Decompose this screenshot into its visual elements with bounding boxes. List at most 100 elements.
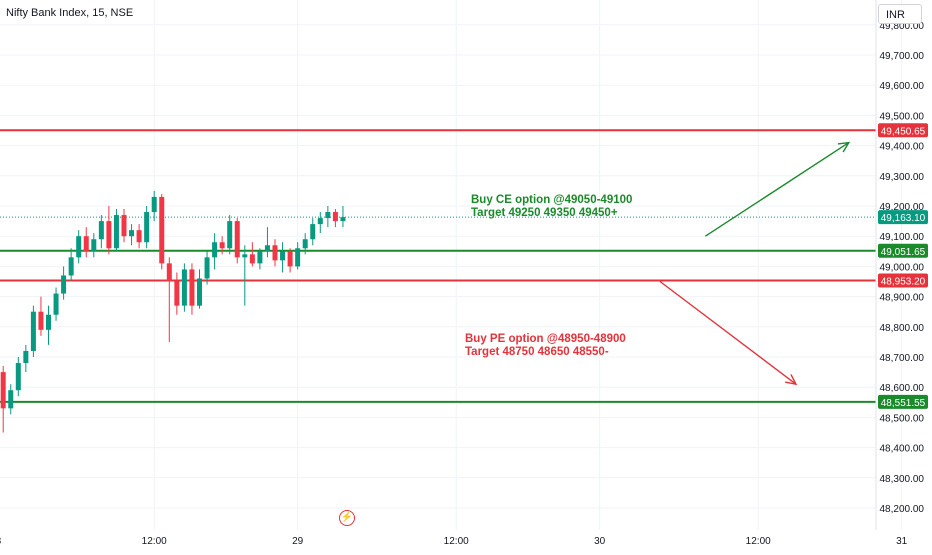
candle-body [181, 269, 187, 306]
y-tick-label: 49,000.00 [880, 262, 925, 273]
y-tick-label: 48,400.00 [880, 444, 925, 455]
candle-body [257, 251, 263, 264]
arrow-shaft [659, 280, 797, 385]
candle-body [53, 293, 59, 315]
candle-body [83, 236, 89, 252]
candle-body [151, 196, 157, 213]
grid [0, 0, 903, 530]
candle-body [121, 215, 127, 237]
price-label-box [878, 243, 928, 258]
y-tick-label: 48,300.00 [880, 474, 925, 485]
candle-body [174, 281, 180, 306]
candle-body [15, 363, 21, 391]
candle-body [159, 196, 165, 264]
y-tick-label: 49,100.00 [880, 232, 925, 243]
candle-body [234, 221, 240, 258]
x-tick-label: 31 [896, 536, 908, 547]
x-tick-label: 28 [0, 536, 2, 547]
candle-body [332, 212, 338, 222]
price-label-text: 49,450.65 [881, 126, 926, 137]
candle-body [129, 230, 135, 237]
price-label-text: 48,551.55 [881, 398, 926, 409]
price-label-box [878, 394, 928, 409]
candle-body [113, 215, 119, 249]
y-tick-label: 48,600.00 [880, 383, 925, 394]
ce-annotation: Buy CE option @49050-49100 Target 49250 … [471, 194, 632, 220]
y-tick-label: 48,800.00 [880, 323, 925, 334]
candle-body [8, 390, 14, 409]
candle-body [144, 212, 150, 243]
candle-body [46, 314, 51, 330]
y-tick-label: 48,900.00 [880, 293, 925, 304]
candle-body [91, 239, 97, 252]
candle-body [0, 372, 6, 409]
candle-body [197, 278, 202, 306]
price-label-box [878, 123, 928, 138]
y-tick-label: 49,600.00 [880, 81, 925, 92]
candle-body [227, 221, 233, 249]
symbol-title[interactable]: Nifty Bank Index, 15, NSE [6, 7, 134, 19]
arrow-shaft [704, 141, 850, 237]
price-label-box [878, 273, 928, 288]
pe-annotation: Buy PE option @48950-48900 Target 48750 … [465, 333, 626, 359]
lightning-icon[interactable]: ⚡ [339, 510, 355, 526]
candle-body [272, 245, 278, 261]
y-tick-label: 48,700.00 [880, 353, 925, 364]
candle-body [212, 242, 218, 258]
price-levels[interactable] [0, 129, 876, 403]
arrows [659, 141, 851, 386]
y-tick-label: 48,200.00 [880, 504, 925, 515]
candle-body [38, 311, 44, 330]
x-tick-label: 29 [292, 536, 304, 547]
candle-body [204, 257, 210, 279]
x-tick-label: 12:00 [142, 536, 167, 547]
candle-body [287, 251, 293, 267]
candle-body [325, 212, 331, 219]
pe-annotation-line2: Target 48750 48650 48550- [465, 346, 609, 358]
candle-body [136, 230, 142, 243]
candle-body [23, 350, 29, 364]
candle-body [61, 275, 67, 294]
arrow-head [785, 374, 798, 386]
candle-body [106, 221, 112, 249]
x-tick-label: 12:00 [746, 536, 771, 547]
ce-annotation-line1: Buy CE option @49050-49100 [471, 194, 633, 206]
candle-body [30, 311, 36, 351]
y-tick-label: 48,500.00 [880, 413, 925, 424]
ce-annotation-line2: Target 49250 49350 49450+ [471, 207, 618, 219]
candle-body [280, 251, 286, 261]
y-tick-label: 49,500.00 [880, 111, 925, 122]
candle-body [317, 218, 323, 225]
candle-body [166, 263, 172, 282]
x-tick-label: 12:00 [444, 536, 469, 547]
arrow-head [837, 141, 851, 153]
price-label-text: 49,051.65 [881, 247, 926, 258]
candle-body [76, 236, 82, 258]
candle-body [249, 254, 255, 264]
price-label-text: 48,953.20 [881, 277, 926, 288]
price-labels: 49,450.65 49,051.65 48,953.20 48,551.55 49,1… [878, 123, 928, 409]
y-tick-label: 49,400.00 [880, 142, 925, 153]
y-tick-label: 49,700.00 [880, 51, 925, 62]
candle-body [189, 269, 195, 306]
x-tick-label: 30 [594, 536, 606, 547]
y-tick-label: 49,300.00 [880, 172, 925, 183]
pe-annotation-line1: Buy PE option @48950-48900 [465, 333, 626, 345]
candle-body [302, 239, 308, 249]
candles[interactable] [0, 190, 346, 523]
candle-body [310, 224, 316, 240]
candle-body [242, 254, 248, 258]
candle-body [340, 217, 346, 222]
candle-body [98, 221, 104, 240]
currency-button[interactable]: INR [878, 4, 922, 24]
y-tick-label: 49,800.00 [880, 21, 925, 32]
candle-body [68, 257, 74, 276]
candle-body [264, 245, 270, 252]
price-label-box [878, 210, 928, 225]
candle-body [219, 242, 225, 249]
y-tick-label: 49,200.00 [880, 202, 925, 213]
price-axis[interactable]: 49,800.0049,700.0049,600.0049,500.0049,4… [880, 21, 925, 515]
